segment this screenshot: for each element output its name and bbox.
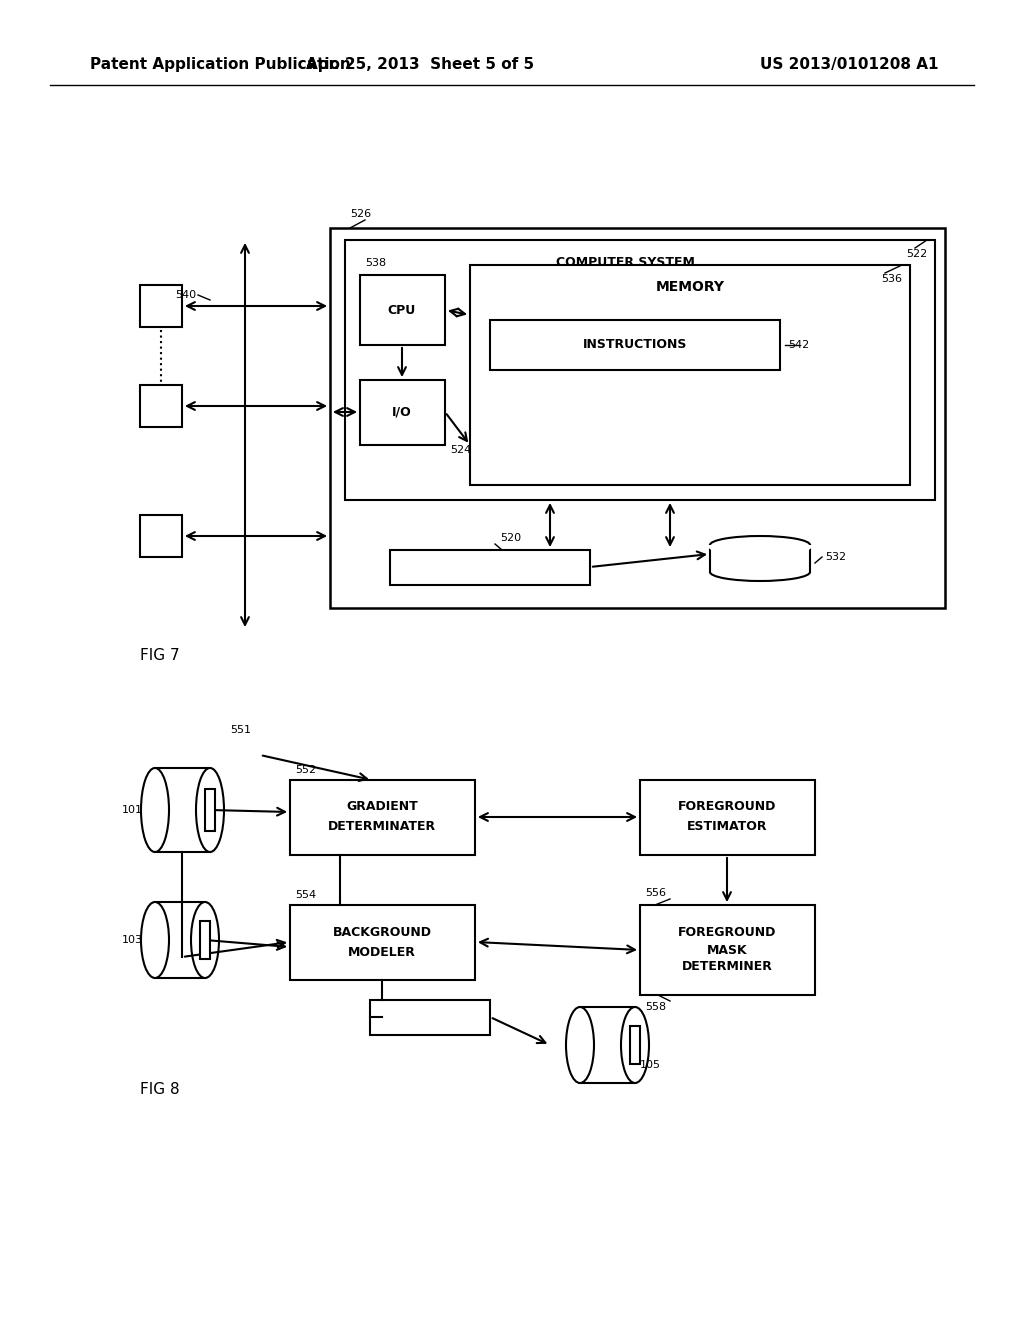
Text: FIG 8: FIG 8 — [140, 1082, 179, 1097]
Bar — [710, 545, 810, 572]
Bar — [370, 1001, 490, 1035]
Text: ESTIMATOR: ESTIMATOR — [687, 821, 767, 833]
Text: 526: 526 — [350, 209, 371, 219]
Bar — [360, 380, 445, 445]
Text: 536: 536 — [881, 275, 902, 284]
Bar — [490, 319, 780, 370]
Bar — [390, 550, 590, 585]
Text: BACKGROUND: BACKGROUND — [333, 925, 431, 939]
Bar — [330, 228, 945, 609]
Bar — [470, 265, 910, 484]
Bar — [140, 385, 182, 426]
Text: Apr. 25, 2013  Sheet 5 of 5: Apr. 25, 2013 Sheet 5 of 5 — [306, 58, 535, 73]
Text: CPU: CPU — [388, 304, 416, 317]
Text: 101: 101 — [122, 805, 143, 814]
Text: FOREGROUND: FOREGROUND — [678, 800, 776, 813]
Text: FOREGROUND: FOREGROUND — [678, 927, 776, 940]
Text: 103: 103 — [122, 935, 143, 945]
Ellipse shape — [566, 1007, 594, 1082]
Text: 540: 540 — [175, 290, 197, 300]
Text: MODELER: MODELER — [348, 945, 416, 958]
Bar — [200, 921, 210, 960]
Text: 542: 542 — [788, 341, 809, 350]
Bar — [640, 780, 815, 855]
Text: I/O: I/O — [392, 405, 412, 418]
Bar — [140, 285, 182, 327]
Text: FIG 7: FIG 7 — [140, 648, 179, 663]
Text: DETERMINATER: DETERMINATER — [328, 821, 436, 833]
Text: INSTRUCTIONS: INSTRUCTIONS — [583, 338, 687, 351]
Ellipse shape — [710, 536, 810, 554]
Bar — [345, 240, 935, 500]
Text: Patent Application Publication: Patent Application Publication — [90, 58, 351, 73]
Text: 552: 552 — [295, 766, 316, 775]
Text: COMPUTER SYSTEM: COMPUTER SYSTEM — [556, 256, 694, 268]
Text: MEMORY: MEMORY — [655, 280, 725, 294]
Bar — [630, 1026, 640, 1064]
Text: GRADIENT: GRADIENT — [346, 800, 418, 813]
Text: 558: 558 — [645, 1002, 667, 1012]
Text: 522: 522 — [906, 249, 927, 259]
Bar — [140, 515, 182, 557]
Text: DETERMINER: DETERMINER — [682, 961, 772, 974]
Bar — [640, 906, 815, 995]
Ellipse shape — [141, 902, 169, 978]
Text: 556: 556 — [645, 888, 666, 898]
Text: 554: 554 — [295, 890, 316, 900]
Text: 538: 538 — [365, 257, 386, 268]
Text: 532: 532 — [825, 552, 846, 562]
Text: US 2013/0101208 A1: US 2013/0101208 A1 — [760, 58, 939, 73]
Text: 524: 524 — [450, 445, 471, 455]
Text: MASK: MASK — [707, 944, 748, 957]
Ellipse shape — [141, 768, 169, 851]
Ellipse shape — [621, 1007, 649, 1082]
Bar — [360, 275, 445, 345]
Bar — [290, 780, 475, 855]
Bar — [290, 906, 475, 979]
Text: 551: 551 — [230, 725, 251, 735]
Ellipse shape — [196, 768, 224, 851]
Text: 105: 105 — [640, 1060, 662, 1071]
Ellipse shape — [191, 902, 219, 978]
Text: 520: 520 — [500, 533, 521, 543]
Bar — [205, 789, 215, 832]
